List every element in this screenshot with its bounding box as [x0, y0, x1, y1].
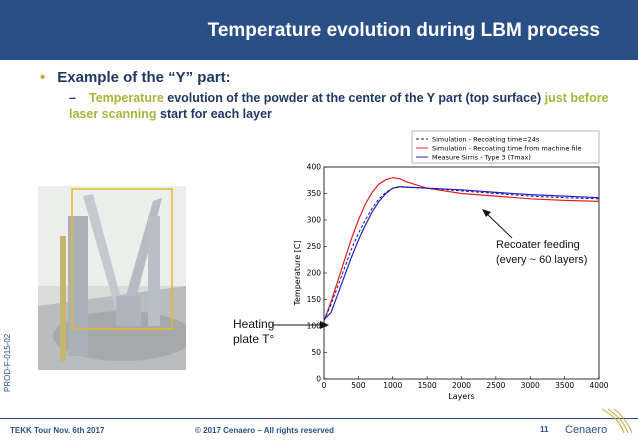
footer-copyright: © 2017 Cenaero – All rights reserved: [195, 426, 334, 435]
annotation-heating-line2: plate T°: [233, 332, 275, 346]
y-axis-label: Temperature [C]: [293, 240, 302, 306]
x-tick-label: 2000: [452, 381, 471, 390]
sub-bullet-highlight-temperature: Temperature: [89, 91, 164, 105]
slide-header: Temperature evolution during LBM process: [0, 0, 638, 60]
y-tick-label: 350: [307, 189, 322, 198]
slide-title: Temperature evolution during LBM process: [207, 20, 600, 41]
page-number: 11: [540, 425, 549, 434]
bullet-text: Example of the “Y” part:: [57, 69, 231, 86]
y-tick-label: 400: [307, 163, 322, 172]
series-line-2: [323, 185, 600, 321]
y-tick-label: 150: [307, 295, 322, 304]
y-tick-label: 250: [307, 242, 322, 251]
legend-label: Measure Sirris - Type 3 (Tmax): [432, 154, 531, 162]
annotation-recoater: Recoater feeding (every ~ 60 layers): [496, 238, 587, 268]
x-axis-label: Layers: [448, 392, 474, 401]
y-tick-label: 300: [307, 216, 322, 225]
plot-area: [323, 166, 600, 380]
series-line-0: [323, 186, 600, 321]
x-tick-label: 0: [322, 381, 327, 390]
y-tick-label: 100: [307, 322, 322, 331]
sub-bullet-text-1: evolution of the powder at the center of…: [163, 91, 545, 105]
x-tick-label: 1000: [383, 381, 402, 390]
y-tick-label: 50: [311, 348, 321, 357]
series-line-1: [323, 176, 600, 321]
x-tick-label: 3000: [521, 381, 540, 390]
document-code-text: PROD-F-015-02: [3, 333, 12, 392]
x-tick-label: 1500: [418, 381, 437, 390]
x-tick-label: 500: [351, 381, 366, 390]
sub-bullet-dash: –: [69, 91, 76, 105]
y-part-photo: [38, 186, 186, 370]
cenaero-logo-icon: [601, 408, 633, 434]
logo-text: Cenaero: [565, 424, 608, 436]
temperature-chart: 0 500 1000 1500 2000 2500 3000 3500 4000 0 50 100 15…: [293, 130, 609, 401]
sub-bullet-text-2: start for each layer: [156, 106, 272, 121]
document-code: PROD-F-015-02: [2, 312, 16, 392]
legend-box: [411, 130, 600, 164]
recoater-arrow: [482, 209, 513, 239]
bullet-item: • Example of the “Y” part:: [40, 69, 231, 86]
y-tick-label: 200: [307, 269, 322, 278]
y-tick-label: 0: [316, 375, 321, 384]
footer-event: TEKK Tour Nov. 6th 2017: [10, 426, 105, 435]
annotation-heating: Heating plate T°: [233, 317, 274, 347]
annotation-recoater-line1: Recoater feeding: [496, 239, 580, 251]
sub-bullet: – Temperature evolution of the powder at …: [69, 91, 609, 122]
annotation-recoater-line2: (every ~ 60 layers): [496, 254, 588, 266]
legend-label: Simulation - Recoating time=24s: [432, 136, 540, 144]
bullet-dot: •: [40, 69, 46, 86]
x-tick-label: 2500: [486, 381, 505, 390]
heating-arrow: [272, 321, 329, 329]
sub-bullet-highlight-laser: just before laser scanning: [69, 91, 609, 121]
footer-divider: [0, 418, 638, 419]
x-tick-label: 3500: [555, 381, 574, 390]
legend-label: Simulation - Recoating time from machine…: [432, 145, 581, 153]
annotation-heating-line1: Heating: [233, 317, 275, 331]
x-tick-label: 4000: [589, 381, 608, 390]
